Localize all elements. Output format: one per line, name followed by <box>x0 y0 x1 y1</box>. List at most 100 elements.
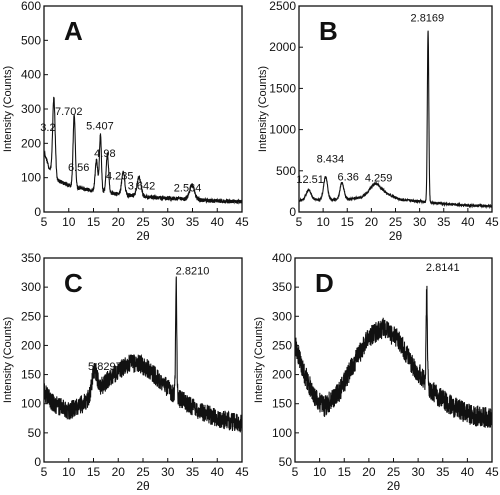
panel-letter: A <box>64 16 83 46</box>
x-tick-label: 5 <box>41 465 48 479</box>
y-tick-label: 400 <box>21 68 41 82</box>
x-tick-label: 40 <box>211 465 225 479</box>
peak-annotation: 3.2 <box>40 122 55 134</box>
x-tick-label: 35 <box>186 215 200 229</box>
y-tick-label: 0 <box>34 455 41 469</box>
x-tick-label: 15 <box>87 465 101 479</box>
y-tick-label: 250 <box>21 309 41 323</box>
panel-a: 5 10 15 20 25 30 35 40 45 0 100 200 300 400 500 600 2θ In… <box>2 0 249 243</box>
y-axis-label: Intensity (Counts) <box>253 317 265 403</box>
series-line <box>299 30 492 210</box>
panel-letter: B <box>319 16 338 46</box>
y-tick-label: 0 <box>289 205 296 219</box>
series-line <box>295 285 492 428</box>
x-axis-label: 2θ <box>387 479 401 493</box>
panel-letter: C <box>64 268 83 298</box>
panel-c: 5 10 15 20 25 30 35 40 45 0 50 100 150 200 250 300 350 2θ… <box>2 251 249 493</box>
y-axis-label: Intensity (Counts) <box>2 66 14 152</box>
peak-annotation: 8.434 <box>317 154 345 166</box>
peak-annotation: 3.642 <box>128 181 156 193</box>
y-tick-label: 250 <box>272 338 292 352</box>
x-tick-label: 30 <box>161 465 175 479</box>
y-tick-label: 2000 <box>269 40 296 54</box>
x-tick-label: 30 <box>411 465 425 479</box>
y-axis-label: Intensity (Counts) <box>2 317 14 403</box>
y-tick-label: 1000 <box>269 123 296 137</box>
x-tick-label: 15 <box>338 465 352 479</box>
y-tick-label: 200 <box>21 338 41 352</box>
x-tick-label: 45 <box>235 215 249 229</box>
x-tick-label: 5 <box>292 465 299 479</box>
x-tick-label: 25 <box>136 215 150 229</box>
x-tick-label: 15 <box>87 215 101 229</box>
peak-annotation: 6.36 <box>338 172 359 184</box>
y-tick-label: 2500 <box>269 0 296 13</box>
series-line <box>44 96 242 205</box>
x-tick-label: 40 <box>461 465 475 479</box>
x-tick-label: 10 <box>62 465 76 479</box>
x-tick-label: 40 <box>211 215 225 229</box>
panel-b: 5 10 15 20 25 30 35 40 45 0 500 1000 1500 2000 2500 2θ I… <box>257 0 499 243</box>
x-tick-label: 45 <box>485 215 499 229</box>
peak-annotation: 12.51 <box>296 174 324 186</box>
y-tick-label: 200 <box>21 136 41 150</box>
x-axis-label: 2θ <box>389 229 403 243</box>
y-tick-label: 100 <box>21 171 41 185</box>
y-tick-label: 1500 <box>269 81 296 95</box>
y-tick-label: 100 <box>272 426 292 440</box>
x-tick-label: 45 <box>485 465 499 479</box>
x-tick-label: 25 <box>387 465 401 479</box>
panel-d: 5 10 15 20 25 30 35 40 45 50 100 150 200 250 300 350 400… <box>253 251 499 493</box>
y-tick-label: 0 <box>34 205 41 219</box>
y-tick-label: 150 <box>272 397 292 411</box>
peak-annotation: 2.8169 <box>411 13 445 25</box>
peak-annotation: 7.702 <box>55 106 83 118</box>
y-tick-label: 300 <box>21 102 41 116</box>
x-tick-label: 35 <box>186 465 200 479</box>
x-tick-label: 10 <box>316 215 330 229</box>
series-line <box>44 276 242 433</box>
x-tick-label: 20 <box>365 215 379 229</box>
y-tick-label: 500 <box>276 164 296 178</box>
y-tick-label: 150 <box>21 368 41 382</box>
y-tick-label: 600 <box>21 0 41 13</box>
x-tick-label: 40 <box>461 215 475 229</box>
y-tick-label: 300 <box>272 309 292 323</box>
x-tick-label: 10 <box>313 465 327 479</box>
y-tick-label: 350 <box>272 280 292 294</box>
x-tick-label: 30 <box>413 215 427 229</box>
x-tick-label: 20 <box>112 465 126 479</box>
peak-annotation: 4.235 <box>106 170 134 182</box>
y-tick-label: 50 <box>28 426 42 440</box>
x-tick-label: 35 <box>437 215 451 229</box>
y-tick-label: 350 <box>21 251 41 265</box>
peak-annotation: 4.259 <box>365 173 393 185</box>
x-tick-label: 15 <box>341 215 355 229</box>
x-tick-label: 20 <box>112 215 126 229</box>
y-tick-label: 200 <box>272 368 292 382</box>
y-tick-label: 500 <box>21 33 41 47</box>
x-axis-label: 2θ <box>136 479 150 493</box>
x-tick-label: 20 <box>362 465 376 479</box>
x-tick-label: 25 <box>136 465 150 479</box>
y-tick-label: 100 <box>21 397 41 411</box>
y-tick-label: 400 <box>272 251 292 265</box>
peak-annotation: 6.56 <box>68 162 89 174</box>
y-tick-label: 50 <box>279 455 293 469</box>
x-tick-label: 5 <box>41 215 48 229</box>
y-tick-label: 300 <box>21 280 41 294</box>
x-tick-label: 30 <box>161 215 175 229</box>
x-tick-label: 5 <box>296 215 303 229</box>
x-axis-label: 2θ <box>136 229 150 243</box>
x-tick-label: 25 <box>389 215 403 229</box>
peak-annotation: 2.8210 <box>176 265 210 277</box>
panel-letter: D <box>315 268 334 298</box>
peak-annotation: 5.407 <box>86 121 114 133</box>
y-axis-label: Intensity (Counts) <box>257 66 269 152</box>
peak-annotation: 2.8141 <box>426 262 460 274</box>
peak-annotation: 2.564 <box>174 182 202 194</box>
peak-annotation: 4.98 <box>94 148 115 160</box>
peak-annotation: 5.8297 <box>88 361 122 373</box>
x-tick-label: 35 <box>436 465 450 479</box>
